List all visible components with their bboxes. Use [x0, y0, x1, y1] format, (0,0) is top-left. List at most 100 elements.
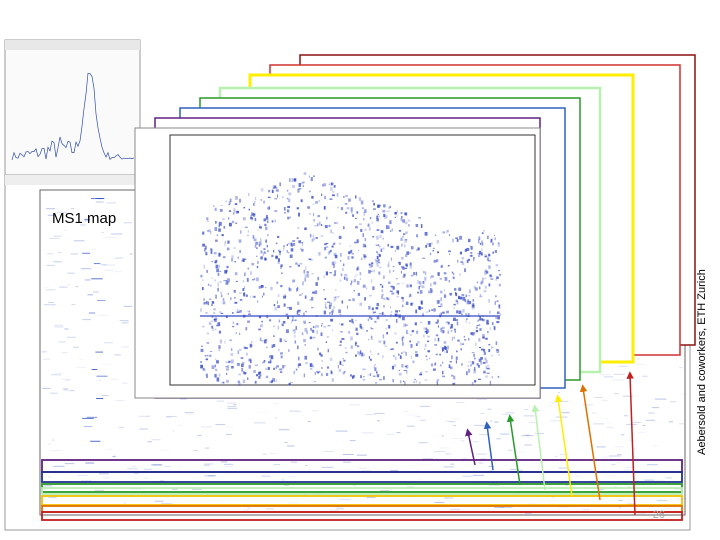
peak	[271, 189, 274, 193]
peak	[47, 214, 56, 216]
peak	[263, 200, 265, 204]
peak	[217, 287, 219, 292]
peak	[343, 461, 352, 463]
peak	[310, 177, 313, 182]
peak	[521, 435, 534, 437]
peak	[420, 300, 423, 305]
peak	[177, 424, 183, 426]
peak	[383, 376, 385, 380]
peak	[615, 446, 624, 448]
peak	[478, 346, 482, 349]
peak	[314, 224, 317, 227]
peak	[407, 219, 411, 222]
peak	[342, 268, 344, 271]
peak	[250, 360, 252, 364]
peak	[237, 362, 240, 365]
peak	[368, 338, 370, 341]
peak	[218, 373, 221, 377]
peak	[54, 326, 64, 328]
peak	[165, 415, 177, 417]
peak	[434, 234, 437, 236]
peak	[402, 276, 405, 279]
credit: Aebersold and coworkers, ETH Zurich	[696, 269, 708, 455]
peak	[525, 434, 530, 436]
peak	[385, 225, 388, 230]
peak	[240, 357, 244, 359]
peak	[480, 357, 483, 360]
peak	[484, 285, 488, 289]
peak	[261, 475, 271, 477]
peak	[200, 361, 202, 363]
peak	[211, 325, 214, 329]
peak	[314, 290, 318, 295]
peak	[472, 474, 484, 476]
peak	[485, 255, 488, 258]
peak	[223, 381, 225, 384]
peak	[317, 276, 320, 281]
peak	[123, 305, 133, 307]
peak	[478, 338, 481, 342]
peak	[321, 359, 323, 362]
peak	[298, 182, 301, 187]
peak	[494, 421, 499, 423]
peak	[45, 197, 51, 198]
band	[41, 495, 683, 506]
peak	[263, 248, 266, 250]
peak	[218, 253, 222, 256]
peak	[404, 244, 406, 248]
peak	[482, 334, 485, 338]
peak	[371, 262, 374, 265]
peak	[370, 350, 372, 353]
peak	[473, 369, 476, 374]
peak	[340, 323, 344, 326]
peak	[315, 201, 319, 204]
peak	[233, 289, 236, 293]
peak	[308, 322, 311, 324]
arrows	[465, 371, 636, 516]
peak	[54, 451, 62, 452]
peak	[437, 305, 441, 308]
peak	[54, 324, 63, 326]
peak	[498, 307, 501, 310]
peak	[297, 411, 302, 413]
peak	[449, 360, 452, 363]
peak	[48, 301, 55, 303]
peak	[318, 370, 321, 373]
peak	[259, 374, 262, 377]
peak	[425, 327, 428, 330]
streak	[200, 315, 500, 317]
peak	[479, 316, 482, 321]
peak	[102, 477, 110, 479]
peak	[401, 339, 404, 342]
peak	[351, 375, 354, 379]
peak	[375, 260, 379, 265]
peak	[135, 426, 139, 427]
peak	[323, 310, 326, 315]
peak	[489, 485, 500, 487]
peak	[462, 458, 468, 460]
peak	[468, 368, 471, 373]
peak	[205, 312, 208, 314]
peak	[248, 364, 251, 369]
peak	[390, 311, 393, 313]
peak	[118, 426, 125, 428]
peak	[401, 243, 403, 247]
peak	[645, 419, 655, 421]
peak	[337, 364, 340, 369]
peak	[215, 423, 226, 425]
peak	[92, 291, 99, 293]
peak	[257, 300, 259, 303]
peak	[493, 234, 496, 236]
peak	[422, 453, 427, 455]
peak	[309, 336, 312, 339]
peak	[524, 409, 529, 411]
peak	[280, 352, 283, 355]
peak	[453, 424, 457, 426]
peak	[290, 248, 294, 252]
peak	[205, 301, 208, 305]
peak	[268, 355, 272, 358]
peak	[281, 323, 284, 327]
peak	[217, 322, 221, 327]
peak	[325, 271, 328, 276]
peak	[216, 400, 225, 402]
